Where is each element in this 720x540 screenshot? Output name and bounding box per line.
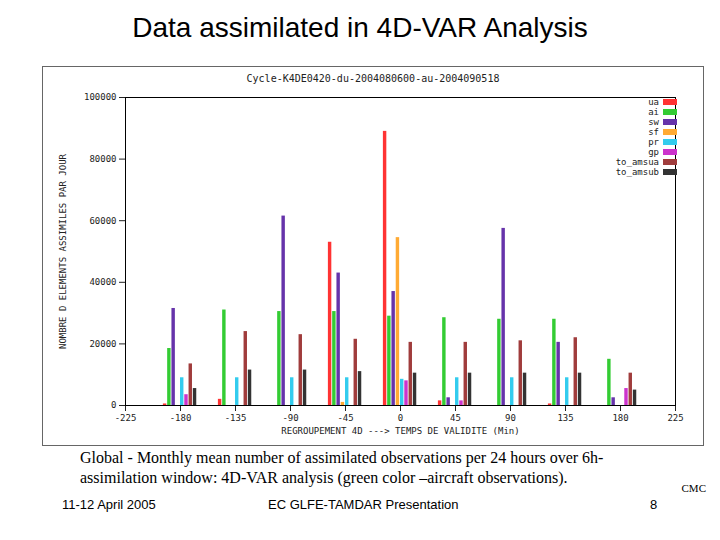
svg-text:-180: -180 [170,413,192,423]
svg-text:-135: -135 [225,413,247,423]
html-text:8: 8 [650,497,658,512]
svg-text:NOMBRE D ELEMENTS ASSIMILES PA: NOMBRE D ELEMENTS ASSIMILES PAR JOUR [58,153,68,349]
html-text:ai: ai [648,107,659,117]
html-text:to_amsua: to_amsua [615,157,659,167]
svg-text:40000: 40000 [89,277,116,287]
svg-text:225: 225 [667,413,683,423]
svg-text:-90: -90 [282,413,298,423]
svg-text:60000: 60000 [89,216,116,226]
html-text:Global - Monthly mean number o: Global - Monthly mean number of assimila… [80,449,604,486]
svg-text:0: 0 [398,413,403,423]
html-text:sf: sf [648,127,659,137]
html-text:Data assimilated in 4D-VAR Ana: Data assimilated in 4D-VAR Analysis [132,12,588,43]
html-text:11-12 April 2005: 11-12 April 2005 [62,497,156,512]
html-text:pr: pr [648,137,659,147]
html-text:to_amsub: to_amsub [615,167,659,177]
svg-text:20000: 20000 [89,339,116,349]
svg-text:-45: -45 [337,413,353,423]
html-text:gp: gp [648,147,659,157]
html-text:EC GLFE-TAMDAR Presentation: EC GLFE-TAMDAR Presentation [268,497,459,512]
html-text:sw: sw [648,117,659,127]
svg-text:80000: 80000 [89,154,116,164]
svg-text:REGROUPEMENT 4D ---> TEMPS DE: REGROUPEMENT 4D ---> TEMPS DE VALIDITE (… [281,426,519,436]
svg-text:45: 45 [450,413,461,423]
html-text:CMC: CMC [681,482,706,494]
svg-text:90: 90 [505,413,516,423]
svg-text:0: 0 [111,400,116,410]
html-text:Cycle-K4DE0420-du-2004080600-a: Cycle-K4DE0420-du-2004080600-au-20040905… [246,73,500,84]
svg-text:180: 180 [612,413,628,423]
html-text:ua: ua [648,97,659,107]
svg-text:-225: -225 [115,413,137,423]
svg-text:135: 135 [557,413,573,423]
svg-text:100000: 100000 [84,92,117,102]
